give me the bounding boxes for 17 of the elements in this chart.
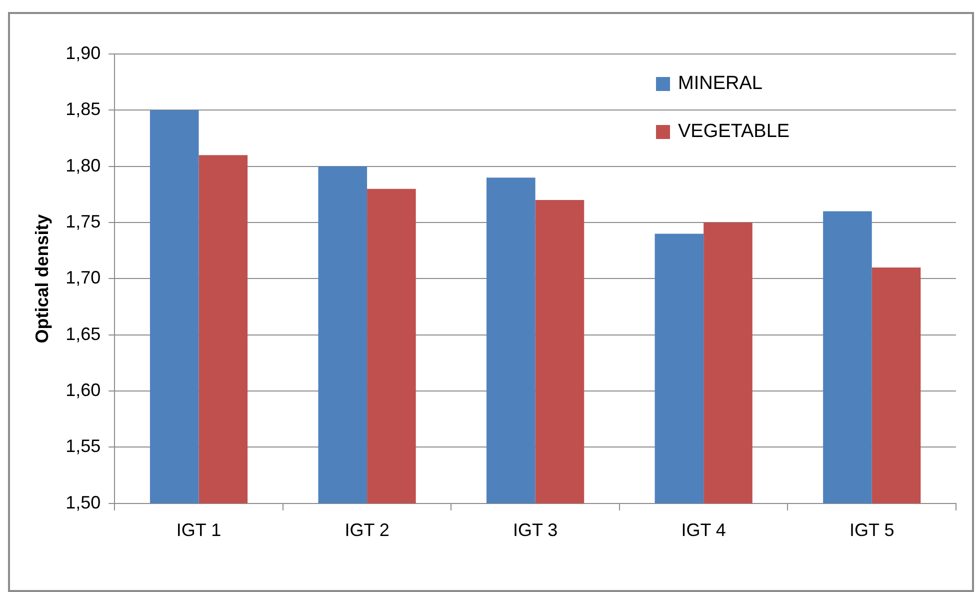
y-tick-label: 1,75 — [66, 211, 101, 232]
x-tick-label: IGT 3 — [512, 520, 558, 540]
y-tick-label: 1,85 — [66, 99, 101, 120]
x-tick-label: IGT 2 — [344, 520, 390, 540]
legend-label: VEGETABLE — [678, 121, 790, 142]
y-axis-title: Optical density — [32, 214, 52, 344]
y-tick-label: 1,60 — [66, 380, 101, 400]
y-tick-label: 1,80 — [66, 155, 101, 176]
y-tick-label: 1,65 — [66, 324, 101, 344]
y-tick-label: 1,90 — [66, 42, 101, 63]
x-tick-label: IGT 1 — [176, 520, 222, 540]
x-tick-label: IGT 5 — [850, 520, 894, 540]
y-tick-label: 1,55 — [66, 436, 101, 456]
y-tick-label: 1,70 — [66, 268, 101, 288]
x-tick-label: IGT 4 — [681, 520, 726, 540]
legend-label: MINERAL — [678, 73, 762, 94]
y-tick-label: 1,50 — [66, 492, 101, 512]
